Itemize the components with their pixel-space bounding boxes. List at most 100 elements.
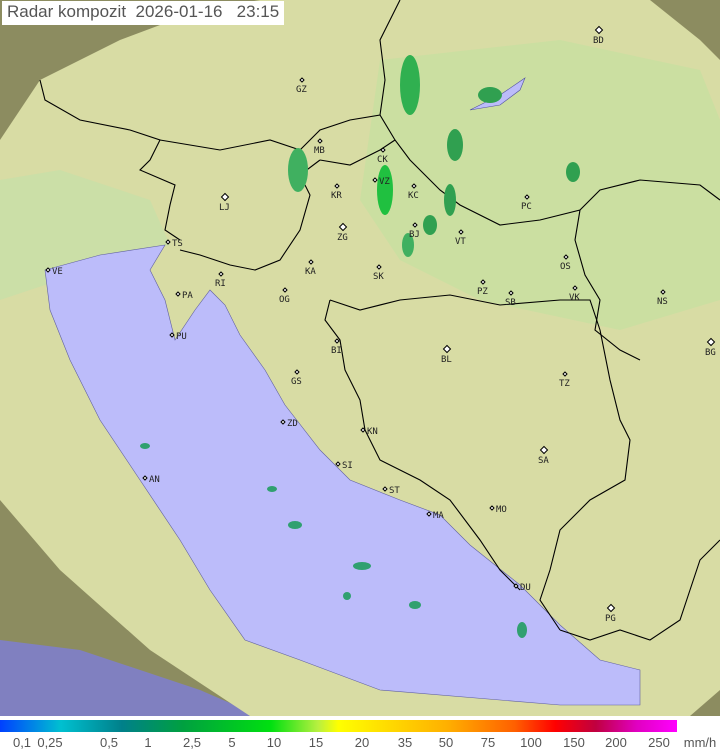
city-marker-bj: BJ xyxy=(409,222,420,240)
echo-cell xyxy=(267,486,277,492)
city-diamond-icon xyxy=(480,279,486,285)
city-diamond-icon xyxy=(218,271,224,277)
city-diamond-icon xyxy=(380,147,386,153)
precipitation-color-scale xyxy=(0,720,677,732)
country-borders xyxy=(39,0,720,641)
legend-tick-label: 15 xyxy=(308,735,324,750)
echo-cell xyxy=(288,521,302,529)
legend-tick-label: 1 xyxy=(144,735,152,750)
city-marker-tz: TZ xyxy=(559,371,570,389)
city-label: AN xyxy=(149,475,160,485)
city-marker-sb: SB xyxy=(505,290,516,308)
city-marker-zd: ZD xyxy=(280,419,298,429)
city-label: OG xyxy=(279,295,290,305)
legend-tick-label: 250 xyxy=(648,735,670,750)
legend-tick-label: 20 xyxy=(354,735,370,750)
city-diamond-icon xyxy=(308,259,314,265)
city-marker-gz: GZ xyxy=(296,77,307,95)
city-markers: BD GZ MB CK KR VZ KC LJ PC ZG BJ VT TS VE KA SK OS RI PA PZ… xyxy=(45,25,716,624)
legend-tick-label: 200 xyxy=(605,735,627,750)
city-marker-bl: BL xyxy=(441,344,452,365)
city-label: BG xyxy=(705,348,716,358)
city-diamond-icon xyxy=(280,419,286,425)
city-diamond-icon xyxy=(142,475,148,481)
city-label: BJ xyxy=(409,230,420,240)
city-marker-ka: KA xyxy=(305,259,316,277)
city-label: KC xyxy=(408,191,419,201)
city-marker-kr: KR xyxy=(331,183,342,201)
city-marker-st: ST xyxy=(382,486,400,496)
adriatic-sea xyxy=(44,244,641,706)
city-marker-pc: PC xyxy=(521,194,532,212)
city-label: RI xyxy=(215,279,226,289)
city-marker-sa: SA xyxy=(538,445,549,466)
legend-tick-label: 0,1 xyxy=(12,735,32,750)
city-marker-ns: NS xyxy=(657,289,668,307)
city-label: OS xyxy=(560,262,571,272)
title-date: 2026-01-16 xyxy=(135,2,223,21)
city-marker-zg: ZG xyxy=(337,222,348,243)
city-diamond-icon xyxy=(660,289,666,295)
legend-tick-label: 2,5 xyxy=(182,735,202,750)
city-diamond-icon xyxy=(317,138,323,144)
city-diamond-icon xyxy=(335,461,341,467)
city-label: PG xyxy=(605,614,616,624)
city-label: MO xyxy=(496,505,507,515)
city-diamond-icon xyxy=(169,332,175,338)
echo-cell xyxy=(409,601,421,609)
city-marker-bi: BI xyxy=(331,338,342,356)
city-diamond-icon xyxy=(334,183,340,189)
city-diamond-icon xyxy=(524,194,530,200)
city-label: NS xyxy=(657,297,668,307)
city-marker-vz: VZ xyxy=(372,177,390,187)
city-diamond-icon xyxy=(372,177,378,183)
city-diamond-icon xyxy=(376,264,382,270)
city-marker-lj: LJ xyxy=(219,192,230,213)
city-diamond-icon xyxy=(562,371,568,377)
city-label: LJ xyxy=(219,203,230,213)
city-diamond-icon xyxy=(412,222,418,228)
city-marker-pu: PU xyxy=(169,332,187,342)
city-label: VK xyxy=(569,293,580,303)
italy-plain xyxy=(0,170,170,300)
city-label: MA xyxy=(433,511,444,521)
echo-cell xyxy=(288,148,308,192)
city-diamond-icon xyxy=(539,445,549,455)
city-label: PA xyxy=(182,291,193,301)
city-label: KA xyxy=(305,267,316,277)
city-marker-os: OS xyxy=(560,254,571,272)
radar-map[interactable]: BD GZ MB CK KR VZ KC LJ PC ZG BJ VT TS VE KA SK OS RI PA PZ… xyxy=(0,0,720,716)
city-marker-pg: PG xyxy=(605,603,616,624)
city-label: ST xyxy=(389,486,400,496)
echo-cell xyxy=(343,592,351,600)
outside-sea xyxy=(0,640,260,716)
echo-cell xyxy=(423,215,437,235)
city-diamond-icon xyxy=(411,183,417,189)
city-label: ZD xyxy=(287,419,298,429)
city-label: VE xyxy=(52,267,63,277)
city-marker-ma: MA xyxy=(426,511,444,521)
echo-cell xyxy=(140,443,150,449)
city-diamond-icon xyxy=(45,267,51,273)
legend-unit: mm/h xyxy=(683,735,717,750)
city-label: GZ xyxy=(296,85,307,95)
echo-cell xyxy=(566,162,580,182)
city-marker-ri: RI xyxy=(215,271,226,289)
city-marker-og: OG xyxy=(279,287,290,305)
legend-tick-label: 75 xyxy=(480,735,496,750)
city-diamond-icon xyxy=(165,239,171,245)
plain-lowlands xyxy=(360,40,720,330)
city-diamond-icon xyxy=(360,427,366,433)
city-label: VT xyxy=(455,237,466,247)
city-marker-si: SI xyxy=(335,461,353,471)
legend-tick-label: 0,5 xyxy=(99,735,119,750)
city-diamond-icon xyxy=(220,192,230,202)
city-diamond-icon xyxy=(442,344,452,354)
city-diamond-icon xyxy=(334,338,340,344)
city-diamond-icon xyxy=(382,486,388,492)
city-marker-an: AN xyxy=(142,475,160,485)
city-label: TZ xyxy=(559,379,570,389)
city-label: KR xyxy=(331,191,342,201)
echo-cell xyxy=(400,55,420,115)
